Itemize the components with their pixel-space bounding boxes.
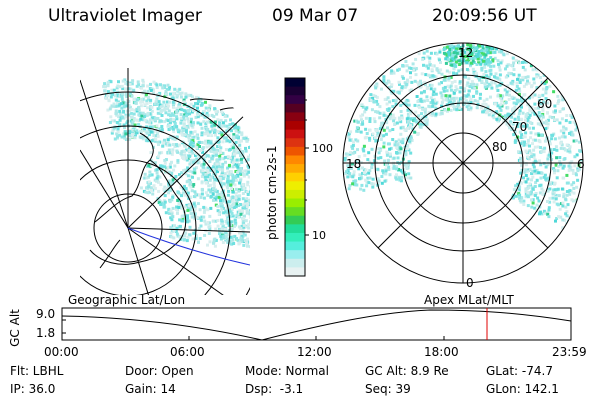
info-mode: Mode: Normal bbox=[245, 364, 329, 378]
colorbar-segment bbox=[285, 164, 305, 174]
timeline-x-tick-0000: 00:00 bbox=[44, 345, 79, 359]
mlt-label-6: 6 bbox=[577, 157, 585, 171]
timeline-left-label: Geographic Lat/Lon bbox=[68, 293, 186, 307]
colorbar-segment bbox=[285, 138, 305, 148]
instrument-title: Ultraviolet Imager bbox=[48, 6, 202, 26]
timeline-y-min: 1.8 bbox=[36, 326, 56, 340]
timeline-x-tick-0600: 06:00 bbox=[170, 345, 205, 359]
colorbar-segment bbox=[285, 172, 305, 182]
aurora-geographic bbox=[102, 78, 250, 249]
altitude-timeline bbox=[61, 307, 572, 341]
colorbar-segment bbox=[285, 241, 305, 251]
info-glon: GLon: 142.1 bbox=[486, 382, 559, 396]
geographic-map bbox=[80, 68, 250, 295]
colorbar-segment bbox=[285, 267, 305, 277]
colorbar-segment bbox=[285, 78, 305, 88]
timeline-y-max: 9.0 bbox=[36, 307, 56, 321]
timeline-x-tick-2359: 23:59 bbox=[552, 345, 587, 359]
mlt-label-18: 18 bbox=[346, 157, 361, 171]
colorbar-segment bbox=[285, 207, 305, 217]
mlat-label-70: 70 bbox=[512, 120, 527, 134]
colorbar-segment bbox=[285, 86, 305, 96]
colorbar-tick-100: 100 bbox=[312, 142, 333, 155]
aurora-magnetic bbox=[343, 43, 583, 230]
info-gain: Gain: 14 bbox=[125, 382, 176, 396]
mlat-label-80: 80 bbox=[492, 140, 507, 154]
colorbar-segment bbox=[285, 258, 305, 268]
timeline-x-tick-1800: 18:00 bbox=[424, 345, 459, 359]
colorbar-segment bbox=[285, 181, 305, 191]
info-seq: Seq: 39 bbox=[365, 382, 411, 396]
info-gc-alt: GC Alt: 8.9 Re bbox=[365, 364, 449, 378]
timeline-x-tick-1200: 12:00 bbox=[297, 345, 332, 359]
colorbar-segment bbox=[285, 155, 305, 165]
observation-time: 20:09:56 UT bbox=[432, 6, 537, 26]
colorbar-segment bbox=[285, 189, 305, 200]
timeline-right-label: Apex MLat/MLT bbox=[424, 293, 514, 307]
mlt-label-12: 12 bbox=[458, 46, 473, 60]
colorbar-segment bbox=[285, 232, 305, 243]
info-dsp: Dsp: -3.1 bbox=[245, 382, 304, 396]
timeline-axis-label: GC Alt bbox=[7, 309, 22, 347]
colorbar-segment bbox=[285, 146, 305, 157]
colorbar-segment bbox=[285, 250, 305, 260]
colorbar-tick-10: 10 bbox=[312, 229, 326, 242]
magnetic-polar-plot: 12 6 0 18 60 70 80 bbox=[342, 42, 585, 290]
colorbar-segment bbox=[285, 103, 305, 114]
colorbar-segment bbox=[285, 224, 305, 234]
colorbar-segment bbox=[285, 129, 305, 139]
colorbar bbox=[285, 78, 305, 277]
mlat-label-60: 60 bbox=[537, 97, 552, 111]
colorbar-segment bbox=[285, 198, 305, 208]
info-glat: GLat: -74.7 bbox=[486, 364, 553, 378]
colorbar-segment bbox=[285, 112, 305, 122]
info-door: Door: Open bbox=[125, 364, 194, 378]
colorbar-segment bbox=[285, 95, 305, 105]
info-ip: IP: 36.0 bbox=[10, 382, 56, 396]
observation-date: 09 Mar 07 bbox=[272, 6, 359, 26]
info-flt: Flt: LBHL bbox=[10, 364, 64, 378]
mlt-label-0: 0 bbox=[466, 276, 474, 290]
colorbar-segment bbox=[285, 121, 305, 131]
colorbar-label: photon cm-2s-1 bbox=[265, 146, 279, 241]
colorbar-segment bbox=[285, 215, 305, 225]
